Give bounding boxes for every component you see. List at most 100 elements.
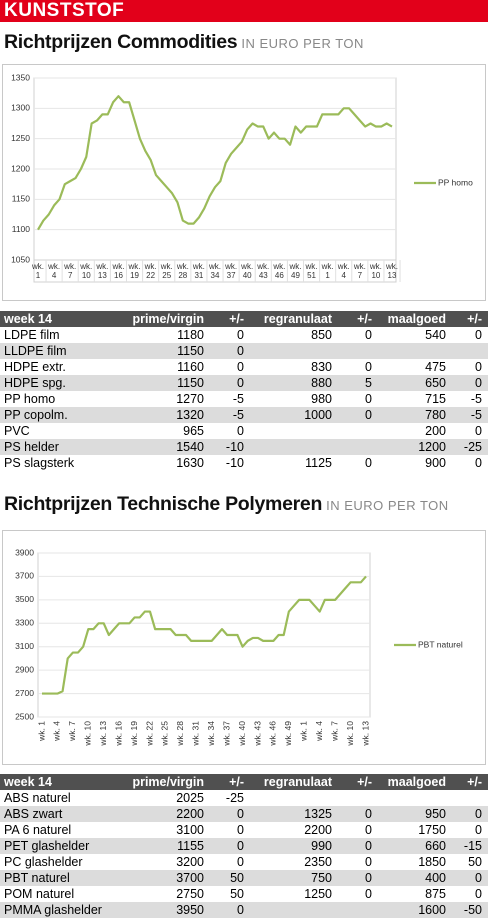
price-cell: 0: [210, 806, 250, 822]
x-tick-label: wk. 13: [360, 721, 370, 747]
price-cell: 660: [378, 838, 452, 854]
x-tick-label: wk. 7: [353, 262, 366, 280]
price-cell: 2200: [304, 823, 332, 837]
y-tick-label: 2500: [15, 711, 34, 721]
column-header: +/-: [338, 774, 378, 790]
x-tick-label-box: wk. 22: [145, 262, 157, 280]
y-tick-label: 3900: [15, 547, 34, 557]
x-tick-label-box: wk. 25: [161, 262, 173, 280]
y-tick-label: 3700: [15, 571, 34, 581]
table-row: PVC 965 0 200 0: [0, 423, 488, 439]
x-tick-label: wk. 13: [96, 262, 109, 280]
price-cell: 200: [425, 424, 446, 438]
data-line: [42, 575, 367, 695]
price-cell: 0: [365, 887, 372, 901]
x-tick-label-box: wk. 13: [96, 262, 109, 280]
material-name: PBT naturel: [0, 870, 118, 886]
y-tick-label: 1100: [12, 224, 31, 234]
price-cell: 0: [365, 456, 372, 470]
column-header: week 14: [0, 774, 118, 790]
price-cell: 2750: [176, 887, 204, 901]
x-tick-label-box: wk. 40: [241, 262, 253, 280]
price-cell: -5: [470, 392, 482, 406]
y-tick-label: 3100: [15, 641, 34, 651]
x-tick-label: wk. 1: [321, 262, 334, 280]
x-tick-label-box: wk. 28: [177, 262, 189, 280]
legend-label: PBT naturel: [418, 639, 463, 649]
x-tick-label-box: wk. 31: [193, 262, 205, 280]
x-tick-label-box: wk. 4: [48, 262, 61, 280]
column-header: prime/virgin: [118, 774, 210, 790]
x-tick-label: wk. 46: [268, 721, 278, 747]
price-cell: 750: [250, 870, 338, 886]
x-tick-label: wk. 37: [221, 721, 231, 747]
price-cell: 900: [425, 456, 446, 470]
x-tick-label: wk. 19: [129, 721, 139, 747]
x-tick-label-box: wk. 16: [112, 262, 125, 280]
price-cell: [250, 790, 338, 806]
price-cell: 540: [425, 328, 446, 342]
price-cell: 0: [237, 424, 244, 438]
x-tick-label: wk. 34: [209, 262, 221, 280]
price-cell: 1150: [118, 375, 210, 391]
x-tick-label: wk. 7: [64, 262, 77, 280]
price-cell: -5: [232, 392, 244, 406]
y-tick-label: 1300: [11, 103, 30, 113]
x-tick-label: wk. 16: [112, 262, 125, 280]
x-tick-label-box: wk. 10: [369, 262, 382, 280]
column-header: regranulaat: [250, 311, 338, 327]
x-tick-label: wk. 13: [98, 721, 108, 747]
price-cell: 3200: [176, 855, 204, 869]
price-cell: 0: [237, 855, 244, 869]
price-cell: 1250: [304, 887, 332, 901]
x-tick-label: wk. 43: [257, 262, 270, 280]
price-cell: 0: [365, 328, 372, 342]
legend-label: PP homo: [438, 177, 473, 187]
y-tick-label: 1350: [11, 72, 30, 82]
price-cell: 0: [365, 855, 372, 869]
x-tick-label: wk. 19: [128, 262, 141, 280]
price-cell: 0: [237, 823, 244, 837]
price-cell: 0: [237, 328, 244, 342]
price-cell: [452, 790, 488, 806]
column-header: maalgoed: [378, 774, 452, 790]
price-table: week 14 prime/virgin +/- regranulaat +/- maal…: [0, 774, 488, 918]
price-cell: [250, 423, 338, 439]
price-cell: 0: [365, 823, 372, 837]
heading-unit: IN EURO PER TON: [241, 36, 364, 51]
price-cell: 1270: [176, 392, 204, 406]
price-cell: 1150: [118, 343, 210, 359]
price-cell: 0: [475, 456, 482, 470]
material-name: POM naturel: [4, 887, 75, 901]
column-header: +/-: [338, 311, 378, 327]
x-tick-label-box: wk. 13: [386, 262, 398, 280]
material-name: PMMA glashelder: [0, 902, 118, 918]
price-cell: -25: [225, 791, 244, 805]
price-cell: 990: [250, 838, 338, 854]
price-cell: 0: [338, 407, 378, 423]
price-cell: 715: [425, 392, 446, 406]
price-cell: 0: [237, 360, 244, 374]
column-header: +/-: [452, 774, 488, 790]
column-header: +/-: [210, 311, 250, 327]
table-row: HDPE spg. 1150 0 880 5 650 0: [0, 375, 488, 391]
x-tick-label: wk. 22: [144, 721, 154, 747]
material-name: LDPE film: [4, 328, 60, 342]
x-tick-label: wk. 10: [80, 262, 93, 280]
x-label-band: [33, 259, 397, 283]
section-heading: Richtprijzen Technische Polymeren IN EURO…: [4, 493, 449, 516]
price-cell: -5: [210, 407, 250, 423]
price-cell: -15: [452, 838, 488, 854]
price-cell: 50: [468, 855, 482, 869]
price-cell: 980: [311, 392, 332, 406]
price-cell: -5: [452, 407, 488, 423]
y-tick-label: 2700: [15, 688, 34, 698]
x-tick-label: wk. 10: [369, 262, 382, 280]
table-row: PS helder 1540 -10 1200 -25: [0, 439, 488, 455]
x-tick-label: wk. 31: [191, 721, 201, 747]
material-name: PS slagsterk: [4, 456, 75, 470]
price-cell: 880: [250, 375, 338, 391]
price-cell: 0: [210, 838, 250, 854]
x-tick-label: wk. 4: [48, 262, 61, 280]
